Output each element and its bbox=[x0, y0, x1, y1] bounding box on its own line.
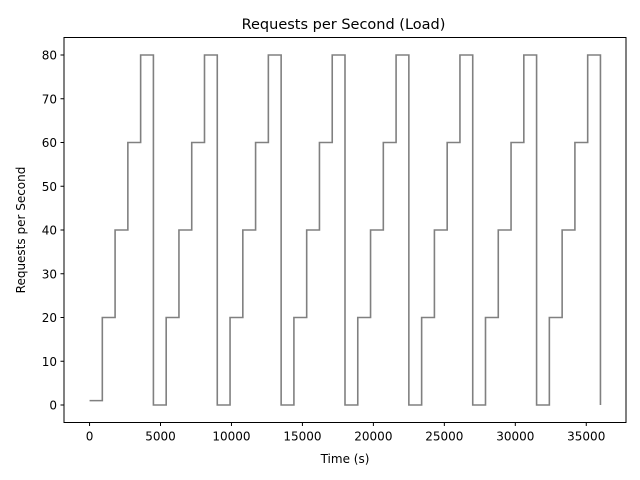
x-tick-label: 30000 bbox=[496, 430, 534, 444]
x-tick-label: 15000 bbox=[283, 430, 321, 444]
y-tick-label: 60 bbox=[42, 136, 57, 150]
plot-frame bbox=[63, 37, 627, 423]
y-axis-ticks: 0 10 20 30 40 50 60 70 80 bbox=[42, 49, 64, 413]
series-line bbox=[89, 54, 602, 406]
y-tick-label: 40 bbox=[42, 224, 57, 238]
y-tick-label: 20 bbox=[42, 311, 57, 325]
x-tick-label: 10000 bbox=[212, 430, 250, 444]
x-tick-label: 0 bbox=[86, 430, 94, 444]
y-tick-label: 30 bbox=[42, 267, 57, 281]
y-axis-label: Requests per Second bbox=[14, 167, 28, 294]
y-tick-label: 10 bbox=[42, 355, 57, 369]
chart-title: Requests per Second (Load) bbox=[242, 17, 446, 33]
x-tick-label: 25000 bbox=[425, 430, 463, 444]
x-tick-label: 5000 bbox=[145, 430, 176, 444]
x-axis-label: Time (s) bbox=[320, 452, 370, 466]
y-tick-label: 70 bbox=[42, 92, 57, 106]
x-tick-label: 35000 bbox=[567, 430, 605, 444]
y-tick-label: 50 bbox=[42, 180, 57, 194]
x-tick-label: 20000 bbox=[354, 430, 392, 444]
y-tick-label: 80 bbox=[42, 49, 57, 63]
x-axis-ticks: 0 5000 10000 15000 20000 25000 30000 35000 bbox=[86, 422, 605, 444]
y-tick-label: 0 bbox=[49, 399, 57, 413]
plot-area bbox=[89, 54, 602, 406]
